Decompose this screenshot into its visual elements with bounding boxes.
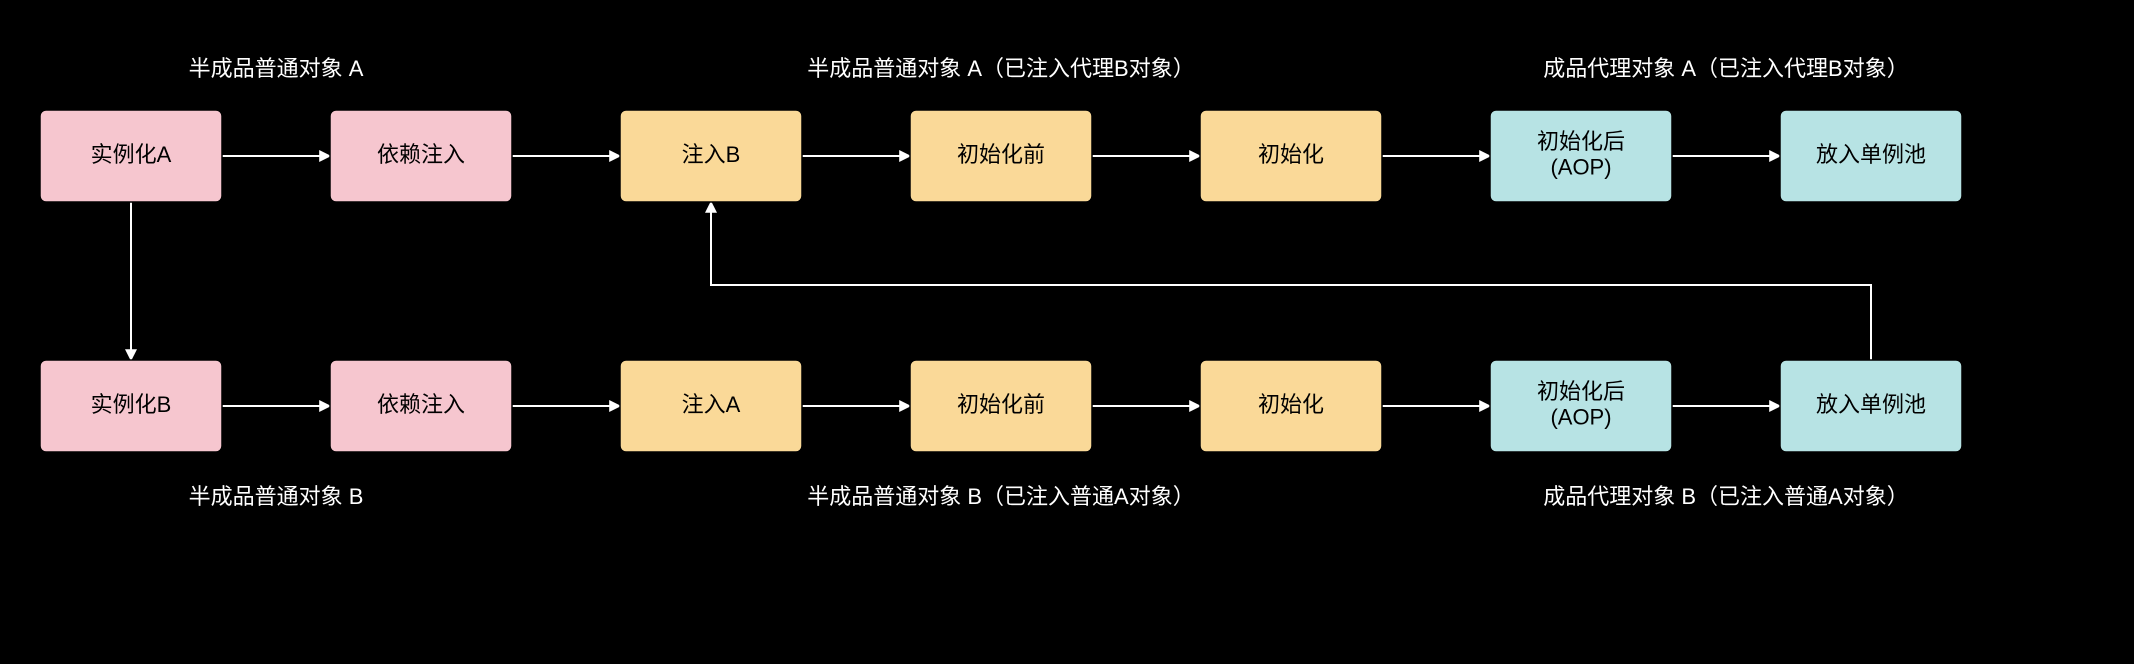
node-a2: 依赖注入	[330, 110, 512, 202]
node-b6-label: (AOP)	[1550, 404, 1611, 429]
caption-5: 成品代理对象 B（已注入普通A对象）	[1543, 484, 1908, 509]
node-a5: 初始化	[1200, 110, 1382, 202]
node-b4: 初始化前	[910, 360, 1092, 452]
node-b2: 依赖注入	[330, 360, 512, 452]
node-b6: 初始化后(AOP)	[1490, 360, 1672, 452]
node-a3-label: 注入B	[682, 142, 741, 167]
node-b7-label: 放入单例池	[1816, 392, 1926, 417]
node-a1: 实例化A	[40, 110, 222, 202]
flowchart-canvas: 实例化A依赖注入注入B初始化前初始化初始化后(AOP)放入单例池实例化B依赖注入…	[0, 0, 2134, 664]
caption-1: 半成品普通对象 A（已注入代理B对象）	[807, 56, 1194, 81]
node-b2-label: 依赖注入	[377, 392, 465, 417]
node-b5: 初始化	[1200, 360, 1382, 452]
node-a7: 放入单例池	[1780, 110, 1962, 202]
node-b4-label: 初始化前	[957, 392, 1045, 417]
node-b3-label: 注入A	[682, 392, 741, 417]
caption-4: 半成品普通对象 B（已注入普通A对象）	[807, 484, 1194, 509]
node-a4: 初始化前	[910, 110, 1092, 202]
node-a6: 初始化后(AOP)	[1490, 110, 1672, 202]
edge-b7-a3	[711, 202, 1871, 360]
node-a3: 注入B	[620, 110, 802, 202]
node-a6-label: (AOP)	[1550, 154, 1611, 179]
caption-2: 成品代理对象 A（已注入代理B对象）	[1543, 56, 1908, 81]
node-a4-label: 初始化前	[957, 142, 1045, 167]
nodes-layer: 实例化A依赖注入注入B初始化前初始化初始化后(AOP)放入单例池实例化B依赖注入…	[40, 110, 1962, 452]
node-b5-label: 初始化	[1258, 392, 1324, 417]
node-b6-label: 初始化后	[1537, 379, 1625, 404]
node-b7: 放入单例池	[1780, 360, 1962, 452]
node-a6-label: 初始化后	[1537, 129, 1625, 154]
node-a2-label: 依赖注入	[377, 142, 465, 167]
node-b3: 注入A	[620, 360, 802, 452]
caption-0: 半成品普通对象 A	[189, 56, 364, 81]
node-a1-label: 实例化A	[91, 142, 172, 167]
node-b1: 实例化B	[40, 360, 222, 452]
node-b1-label: 实例化B	[91, 392, 172, 417]
caption-3: 半成品普通对象 B	[189, 484, 364, 509]
node-a7-label: 放入单例池	[1816, 142, 1926, 167]
node-a5-label: 初始化	[1258, 142, 1324, 167]
